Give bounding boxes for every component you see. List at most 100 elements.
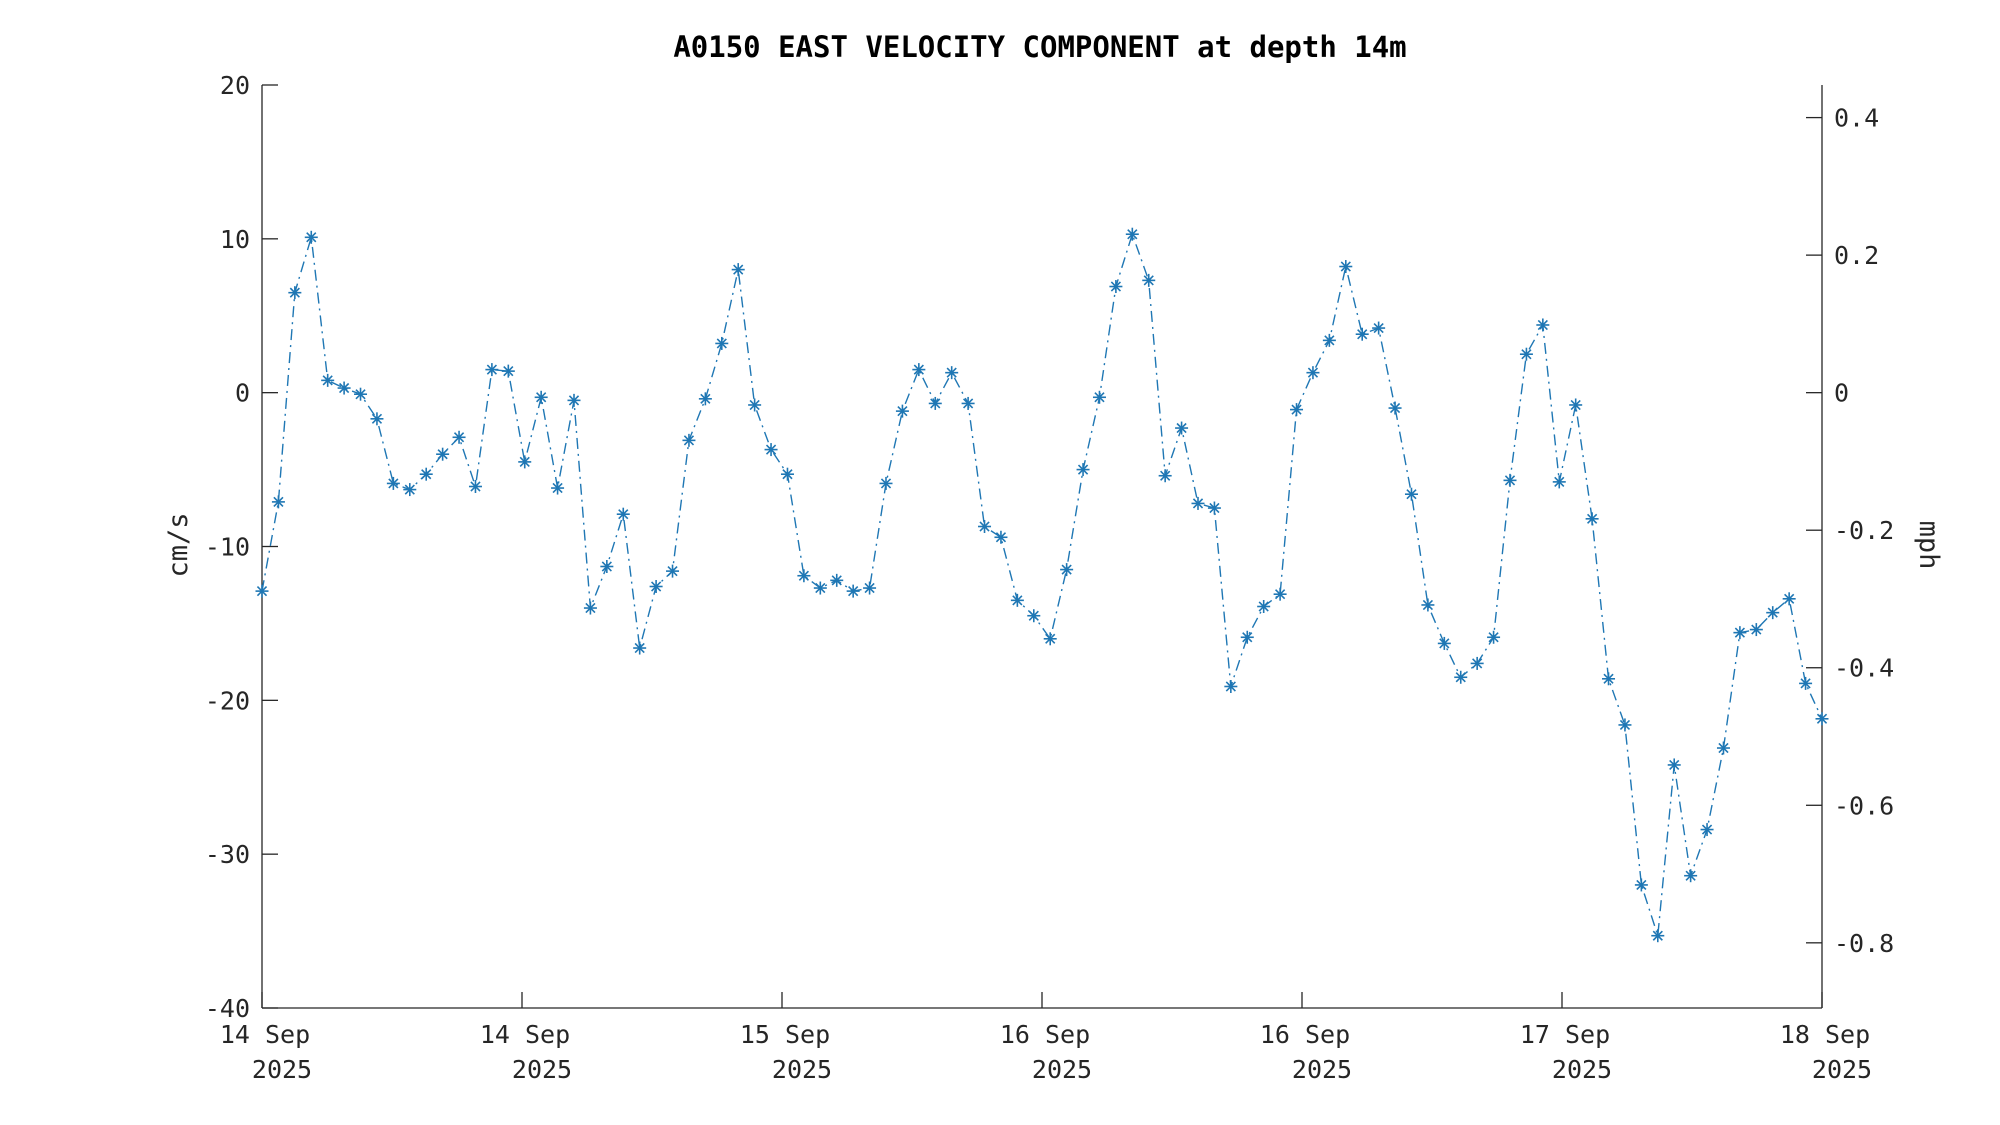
data-point bbox=[1454, 670, 1468, 684]
chart-title: A0150 EAST VELOCITY COMPONENT at depth 1… bbox=[673, 30, 1406, 64]
y-tick-left-label: -10 bbox=[205, 533, 250, 562]
data-point bbox=[1191, 496, 1205, 510]
data-point bbox=[468, 480, 482, 494]
data-point bbox=[1684, 869, 1698, 883]
data-point bbox=[1815, 712, 1829, 726]
data-point bbox=[1766, 606, 1780, 620]
data-point bbox=[1388, 401, 1402, 415]
data-point bbox=[1060, 563, 1074, 577]
data-point bbox=[1207, 501, 1221, 515]
data-point bbox=[895, 404, 909, 418]
data-point bbox=[715, 336, 729, 350]
data-point bbox=[1125, 227, 1139, 241]
x-tick-label-day: 14 Sep bbox=[220, 1020, 310, 1049]
data-point bbox=[912, 363, 926, 377]
data-point bbox=[928, 396, 942, 410]
x-tick-label-day: 16 Sep bbox=[1260, 1020, 1350, 1049]
data-point bbox=[813, 581, 827, 595]
x-tick-label-year: 2025 bbox=[1812, 1055, 1872, 1084]
data-point bbox=[436, 447, 450, 461]
data-point bbox=[682, 433, 696, 447]
data-point bbox=[748, 398, 762, 412]
data-point bbox=[797, 569, 811, 583]
y-tick-left-label: -20 bbox=[205, 686, 250, 715]
y-tick-right-label: 0.4 bbox=[1834, 104, 1879, 133]
data-point bbox=[1027, 609, 1041, 623]
data-point bbox=[994, 530, 1008, 544]
data-point bbox=[1749, 623, 1763, 637]
data-point bbox=[1142, 273, 1156, 287]
data-point bbox=[1536, 318, 1550, 332]
y-axis-label-left: cm/s bbox=[163, 512, 194, 577]
data-point bbox=[1569, 398, 1583, 412]
data-point bbox=[830, 573, 844, 587]
y-tick-right-label: -0.6 bbox=[1834, 791, 1894, 820]
data-point bbox=[370, 412, 384, 426]
data-point bbox=[1273, 587, 1287, 601]
data-point bbox=[600, 559, 614, 573]
y-tick-left-label: -40 bbox=[205, 994, 250, 1023]
y-tick-left-label: 0 bbox=[235, 379, 250, 408]
data-point bbox=[666, 564, 680, 578]
data-point bbox=[583, 601, 597, 615]
data-point bbox=[1339, 260, 1353, 274]
x-tick-label-year: 2025 bbox=[1032, 1055, 1092, 1084]
data-point bbox=[419, 467, 433, 481]
y-tick-left-label: 10 bbox=[220, 225, 250, 254]
y-tick-right-label: 0 bbox=[1834, 379, 1849, 408]
data-point bbox=[1372, 321, 1386, 335]
data-point bbox=[1799, 676, 1813, 690]
data-point bbox=[1585, 512, 1599, 526]
data-point bbox=[1240, 630, 1254, 644]
data-point bbox=[1043, 632, 1057, 646]
data-point bbox=[1667, 758, 1681, 772]
data-point bbox=[1503, 473, 1517, 487]
x-tick-label-year: 2025 bbox=[1292, 1055, 1352, 1084]
data-point bbox=[1716, 741, 1730, 755]
y-tick-right-label: -0.8 bbox=[1834, 929, 1894, 958]
data-point bbox=[1437, 636, 1451, 650]
series-line bbox=[261, 231, 1823, 936]
y-tick-left-label: -30 bbox=[205, 840, 250, 869]
x-tick-label-year: 2025 bbox=[512, 1055, 572, 1084]
data-point bbox=[452, 430, 466, 444]
data-point bbox=[1651, 929, 1665, 943]
data-point bbox=[485, 363, 499, 377]
data-point bbox=[288, 286, 302, 300]
data-point bbox=[1487, 630, 1501, 644]
data-point bbox=[403, 483, 417, 497]
data-point bbox=[1224, 679, 1238, 693]
data-point bbox=[1782, 592, 1796, 606]
y-axis-label-right: mph bbox=[1913, 521, 1944, 570]
data-point bbox=[255, 584, 269, 598]
data-point bbox=[1602, 672, 1616, 686]
data-point bbox=[879, 476, 893, 490]
y-ticks-left: 20 10 0 -10 -20 -30 -40 bbox=[205, 71, 278, 1023]
data-point bbox=[518, 455, 532, 469]
x-tick-label-day: 15 Sep bbox=[740, 1020, 830, 1049]
data-point bbox=[731, 263, 745, 277]
axes bbox=[261, 85, 1823, 1009]
y-tick-right-label: -0.2 bbox=[1834, 516, 1894, 545]
data-point bbox=[846, 584, 860, 598]
x-tick-label-day: 18 Sep bbox=[1780, 1020, 1870, 1049]
data-point bbox=[1306, 366, 1320, 380]
data-point bbox=[1519, 347, 1533, 361]
data-point bbox=[1421, 598, 1435, 612]
data-point bbox=[1634, 878, 1648, 892]
series-group bbox=[255, 227, 1829, 943]
data-point bbox=[764, 443, 778, 457]
data-point bbox=[1257, 599, 1271, 613]
data-point bbox=[1618, 718, 1632, 732]
data-point bbox=[863, 581, 877, 595]
data-point bbox=[1470, 656, 1484, 670]
data-point bbox=[978, 520, 992, 534]
data-point bbox=[304, 230, 318, 244]
x-tick-label-year: 2025 bbox=[772, 1055, 832, 1084]
data-point bbox=[1322, 333, 1336, 347]
x-tick-label-year: 2025 bbox=[252, 1055, 312, 1084]
x-ticks: 14 Sep 2025 14 Sep 2025 15 Sep 2025 16 Sep 2025… bbox=[220, 992, 1872, 1084]
data-point bbox=[567, 393, 581, 407]
data-point bbox=[1109, 280, 1123, 294]
